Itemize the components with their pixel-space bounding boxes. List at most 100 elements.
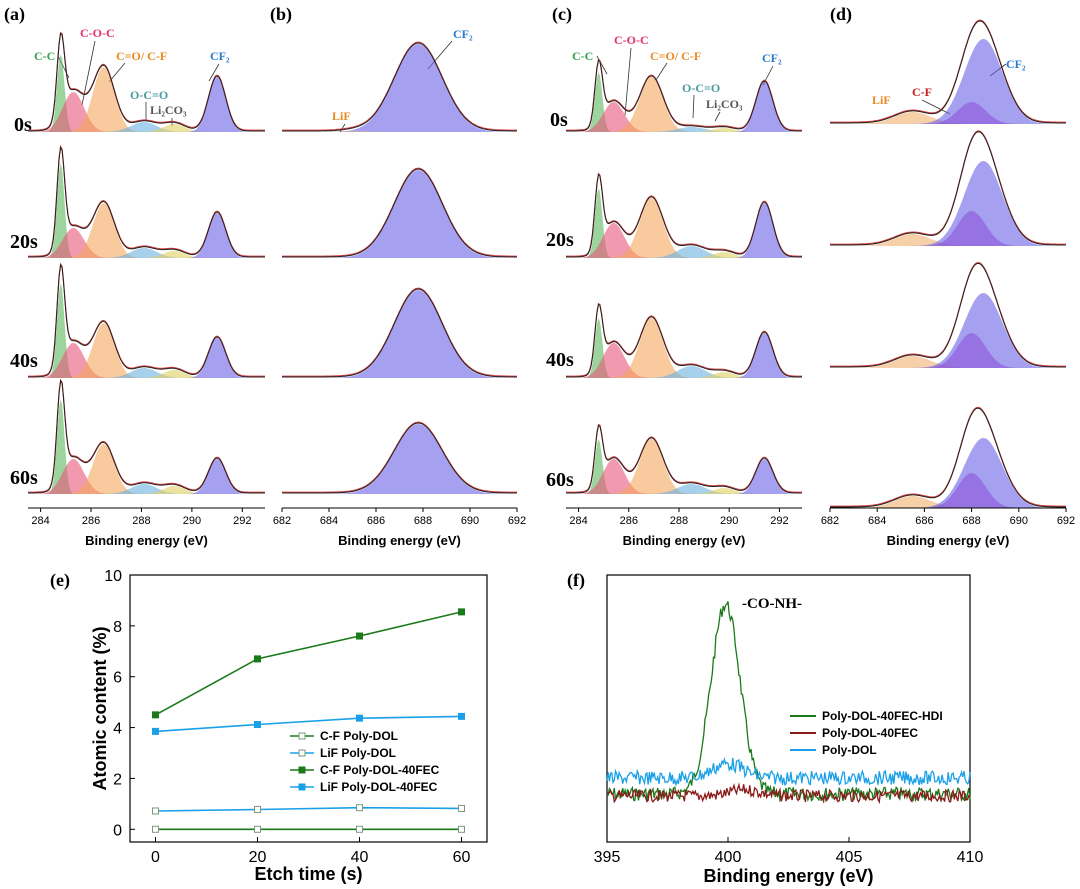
x-tick-label-c-286: 286	[620, 515, 638, 527]
data-point-e-2-3	[458, 608, 465, 616]
series-line-e-1	[155, 806, 462, 812]
peak-label-b-lif: LiF	[332, 109, 351, 123]
data-point-e-0-3	[458, 825, 465, 833]
series-line-e-3	[155, 715, 462, 733]
x-tick-label-b-692: 692	[508, 515, 526, 527]
x-tick-label-c-290: 290	[720, 515, 738, 527]
leader-c-co	[655, 62, 668, 81]
xps-component-d-2-0	[830, 356, 1066, 368]
y-tick-label-e-10: 10	[104, 568, 122, 585]
xps-component-a-1-5	[28, 213, 265, 258]
x-tick-label-f-405: 405	[836, 849, 863, 866]
xps-component-a-2-2	[28, 323, 265, 378]
x-tick-label-c-284: 284	[569, 515, 587, 527]
peak-label-b-cf2: CF₂	[453, 27, 473, 41]
y-tick-label-e-8: 8	[113, 619, 122, 636]
etch-label-a-1: 20s	[10, 231, 38, 253]
data-point-e-1-1	[254, 805, 261, 813]
data-point-e-3-2	[356, 714, 363, 722]
panel-label-d: (d)	[830, 4, 852, 25]
xps-envelope-line-d-1	[830, 131, 1066, 246]
xps-component-a-1-2	[28, 203, 265, 258]
data-point-e-3-0	[152, 727, 159, 735]
xps-component-c-3-1	[566, 459, 802, 494]
peak-label-c-oco: O-C=O	[682, 81, 720, 95]
xps-component-a-3-5	[28, 459, 265, 494]
data-point-e-2-2	[356, 632, 363, 640]
x-tick-label-b-690: 690	[461, 515, 479, 527]
xps-component-c-2-3	[566, 366, 802, 378]
x-tick-label-b-688: 688	[414, 515, 432, 527]
leader-c-coc	[624, 47, 632, 116]
peak-label-d-cf: C-F	[912, 85, 932, 99]
series-line-f-1	[606, 782, 971, 805]
x-tick-label-c-288: 288	[670, 515, 688, 527]
xps-raw-line-d-3	[830, 406, 1066, 507]
xps-component-b-2-0	[282, 290, 517, 378]
xps-component-c-1-1	[566, 223, 802, 258]
y-axis-title-e: Atomic content (%)	[90, 626, 110, 790]
xps-component-a-3-3	[28, 484, 265, 494]
etch-label-a-3: 60s	[10, 467, 38, 489]
peak-label-a-oco: O-C=O	[130, 88, 168, 102]
plot-frame-e	[129, 574, 488, 843]
peak-label-c-coc: C-O-C	[614, 33, 649, 47]
x-axis-title-a: Binding energy (eV)	[85, 533, 208, 548]
xps-component-b-1-0	[282, 170, 517, 258]
x-tick-label-f-400: 400	[715, 849, 742, 866]
xps-envelope-line-a-1	[28, 145, 265, 258]
panel-label-f: (f)	[567, 570, 585, 591]
xps-component-d-0-2	[830, 39, 1066, 124]
etch-label-c-0: 0s	[550, 109, 568, 131]
x-tick-label-f-410: 410	[957, 849, 984, 866]
peak-label-a-cf2: CF₂	[210, 49, 230, 63]
xps-component-c-0-5	[566, 82, 802, 132]
data-point-e-1-3	[458, 804, 465, 812]
xps-raw-line-d-0	[830, 19, 1066, 123]
xps-raw-line-d-2	[830, 262, 1066, 367]
xps-component-a-0-5	[28, 77, 265, 132]
xps-component-a-0-2	[28, 67, 265, 132]
etch-label-c-3: 60s	[546, 469, 574, 491]
x-tick-label-e-20: 20	[249, 849, 267, 866]
xps-raw-line-d-1	[830, 130, 1066, 245]
x-tick-label-e-60: 60	[453, 849, 471, 866]
x-tick-label-a-288: 288	[132, 515, 150, 527]
x-tick-label-d-692: 692	[1057, 515, 1075, 527]
legend-label-e-0: C-F Poly-DOL	[320, 729, 398, 743]
xps-envelope-line-c-3	[566, 424, 802, 494]
legend-swatch-marker-e-2	[298, 766, 306, 774]
peak-label-d-lif: LiF	[872, 93, 891, 107]
x-tick-label-d-688: 688	[962, 515, 980, 527]
x-tick-label-d-690: 690	[1010, 515, 1028, 527]
x-tick-label-b-684: 684	[320, 515, 338, 527]
y-tick-label-e-0: 0	[113, 822, 122, 839]
data-point-e-2-0	[152, 711, 159, 719]
xps-envelope-line-c-1	[566, 173, 802, 258]
x-axis-title-d: Binding energy (eV)	[887, 533, 1010, 548]
xps-envelope-line-b-2	[282, 288, 517, 378]
xps-component-a-3-2	[28, 444, 265, 494]
xps-component-d-3-2	[830, 438, 1066, 508]
xps-envelope-line-c-2	[566, 303, 802, 378]
xps-component-a-2-5	[28, 338, 265, 378]
xps-component-b-0-0	[282, 44, 517, 132]
panel-label-c: (c)	[552, 4, 572, 25]
data-point-e-2-1	[254, 655, 261, 663]
x-tick-label-a-292: 292	[233, 515, 251, 527]
etch-label-c-2: 40s	[546, 349, 574, 371]
y-tick-label-e-6: 6	[113, 670, 122, 687]
panel-label-b: (b)	[270, 4, 292, 25]
legend-swatch-marker-e-0	[298, 732, 306, 740]
peak-label-a-co: C=O/ C-F	[116, 49, 167, 63]
panel-f-annotation: -CO-NH-	[742, 596, 802, 612]
peak-label-a-li2co3: Li₂CO₃	[150, 103, 187, 117]
x-tick-label-a-286: 286	[82, 515, 100, 527]
data-point-e-3-3	[458, 712, 465, 720]
legend-label-f-1: Poly-DOL-40FEC	[822, 726, 918, 740]
panel-label-a: (a)	[4, 4, 25, 25]
peak-label-d-cf2: CF₂	[1006, 57, 1026, 71]
x-tick-label-a-290: 290	[183, 515, 201, 527]
peak-label-a-cc: C-C	[34, 49, 55, 63]
